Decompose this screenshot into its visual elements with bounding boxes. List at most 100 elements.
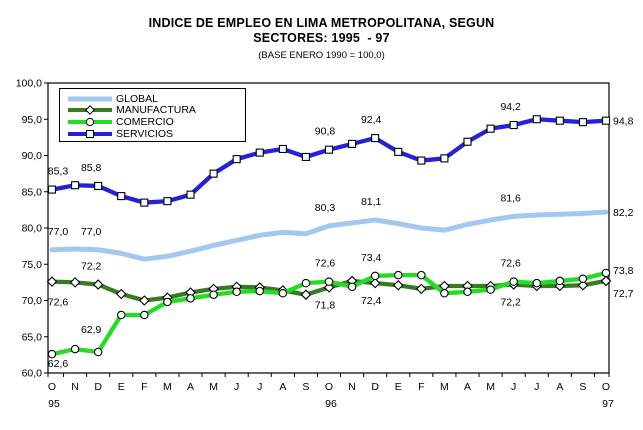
x-axis-month-label: A — [464, 381, 471, 393]
manufactura-marker — [46, 276, 58, 287]
data-label-comercio-2: 62,9 — [81, 324, 102, 336]
x-axis-year-label: 95 — [48, 398, 60, 410]
legend-item-comercio: COMERCIO — [67, 116, 245, 128]
legend-label-comercio: COMERCIO — [116, 115, 174, 128]
x-axis-month-label: E — [395, 381, 402, 393]
x-axis-month-label: J — [234, 381, 239, 393]
data-label-global-24: 82,2 — [613, 207, 634, 219]
x-axis-year-label: 96 — [325, 398, 337, 410]
y-axis-tick-label: 70,0 — [22, 295, 43, 307]
comercio-marker — [93, 347, 103, 357]
comercio-marker — [278, 288, 288, 298]
chart-base-note: (BASE ENERO 1990 = 100,0) — [258, 50, 385, 61]
servicios-marker — [117, 192, 126, 201]
x-axis-month-label: M — [163, 381, 172, 393]
x-axis-month-label: F — [418, 381, 424, 393]
data-label-manufactura-20: 72,2 — [500, 297, 521, 309]
x-axis-month-label: F — [141, 381, 147, 393]
y-axis-tick-label: 80,0 — [22, 223, 43, 235]
x-axis-month-label: O — [325, 381, 333, 393]
comercio-marker — [163, 297, 172, 307]
comercio-marker — [324, 277, 334, 286]
manufactura-marker — [139, 295, 150, 306]
comercio-marker — [440, 288, 449, 298]
manufactura-marker — [69, 277, 81, 288]
manufactura-marker — [416, 283, 427, 295]
data-label-comercio-20: 72,6 — [500, 258, 521, 270]
servicios-marker — [486, 124, 495, 133]
y-axis-tick-label: 100,0 — [16, 78, 42, 90]
legend-label-manufactura: MANUFACTURA — [116, 104, 196, 117]
servicios-marker — [278, 144, 287, 154]
comercio-marker — [509, 277, 518, 286]
servicios-marker — [255, 148, 264, 157]
comercio-marker — [232, 287, 241, 297]
legend-item-servicios: SERVICIOS — [67, 128, 245, 140]
data-label-manufactura-24: 72,7 — [613, 288, 634, 300]
comercio-marker — [186, 294, 195, 303]
x-axis-month-label: M — [209, 381, 218, 393]
servicios-marker — [186, 190, 195, 199]
y-axis-tick-label: 65,0 — [22, 331, 43, 343]
comercio-marker — [370, 271, 380, 281]
legend-item-global: GLOBAL — [67, 93, 245, 105]
x-axis-month-label: O — [602, 381, 610, 393]
comercio-marker — [578, 274, 588, 283]
x-axis-month-label: N — [71, 381, 79, 393]
servicios-marker — [209, 169, 218, 178]
x-axis-month-label: S — [302, 381, 309, 393]
servicios-marker — [394, 147, 403, 156]
data-label-global-12: 80,3 — [315, 202, 336, 214]
manufactura-legend-marker-icon — [85, 105, 95, 116]
legend-swatch-comercio — [68, 117, 112, 127]
legend-swatch-servicios — [68, 129, 112, 138]
servicios-marker — [555, 116, 564, 125]
y-axis-tick-label: 90,0 — [22, 150, 43, 162]
servicios-marker — [163, 197, 172, 206]
legend-swatch-global — [68, 96, 112, 102]
comercio-marker — [47, 349, 57, 359]
servicios-marker — [301, 152, 310, 161]
chart-title: INDICE DE EMPLEO EN LIMA METROPOLITANA, … — [148, 16, 495, 30]
manufactura-marker — [369, 277, 381, 289]
x-axis-month-label: A — [279, 381, 286, 393]
data-label-manufactura-0: 72,6 — [48, 297, 69, 309]
servicios-legend-marker-icon — [86, 129, 94, 138]
comercio-marker — [209, 290, 218, 299]
chart-subtitle: SECTORES: 1995 - 97 — [253, 31, 390, 45]
data-label-global-0: 77,0 — [48, 226, 69, 238]
manufactura-marker — [392, 279, 404, 291]
comercio-marker — [70, 344, 80, 354]
legend-swatch-manufactura — [68, 105, 112, 116]
legend-label-servicios: SERVICIOS — [116, 127, 173, 140]
data-label-servicios-2: 85,8 — [81, 162, 102, 174]
legend: GLOBAL MANUFACTURA COMERCIO SERVICIOS — [59, 88, 246, 142]
comercio-marker — [117, 310, 126, 320]
data-label-global-20: 81,6 — [500, 192, 521, 204]
legend-label-global: GLOBAL — [116, 92, 159, 105]
servicios-marker — [324, 145, 334, 154]
y-axis-tick-label: 60,0 — [22, 368, 43, 380]
x-axis-month-label: J — [511, 381, 516, 393]
comercio-marker — [417, 270, 426, 280]
data-label-manufactura-14: 72,4 — [361, 295, 382, 307]
data-label-comercio-12: 72,6 — [315, 258, 336, 270]
x-axis-year-label: 97 — [602, 398, 614, 410]
comercio-marker — [347, 282, 357, 291]
data-label-servicios-20: 94,2 — [500, 101, 521, 113]
comercio-marker — [255, 286, 264, 296]
comercio-marker — [140, 310, 149, 320]
manufactura-marker — [600, 275, 612, 287]
x-axis-month-label: O — [48, 381, 56, 393]
servicios-marker — [71, 181, 80, 190]
data-label-global-14: 81,1 — [361, 196, 382, 208]
data-label-comercio-0: 62,6 — [48, 358, 69, 370]
data-label-servicios-14: 92,4 — [361, 114, 382, 126]
servicios-marker — [463, 137, 472, 146]
manufactura-marker — [577, 279, 589, 291]
servicios-marker — [140, 198, 149, 207]
comercio-marker — [486, 285, 495, 294]
title-block: INDICE DE EMPLEO EN LIMA METROPOLITANA, … — [0, 16, 643, 61]
